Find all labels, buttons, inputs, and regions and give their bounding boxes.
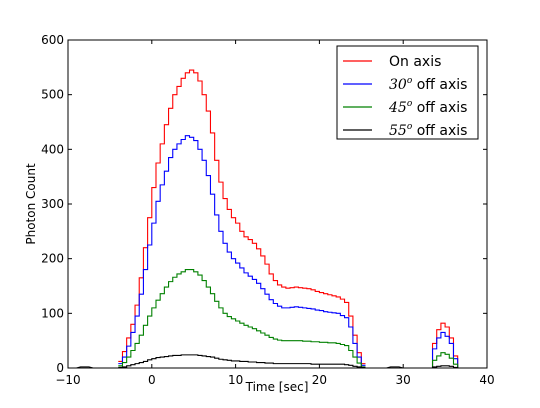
legend-label-3: 55o off axis [389, 122, 467, 139]
legend-label-2: 45o off axis [388, 99, 467, 116]
series-secondary-line-1 [428, 331, 462, 368]
series-secondary-line-0 [428, 322, 462, 368]
legend: On axis 30o off axis 45o off axis 55o off a… [336, 45, 479, 140]
legend-label-1: 30o off axis [389, 76, 467, 93]
y-tick-label: 500 [41, 88, 64, 102]
x-axis-label: Time [sec] [245, 380, 309, 394]
series-layer [76, 69, 462, 368]
y-axis-label: Photon Count [24, 163, 38, 245]
series-line-0 [118, 69, 366, 365]
x-tick-label: 30 [396, 373, 411, 387]
x-tick-label: −10 [55, 373, 80, 387]
baseline-segment-0 [76, 366, 94, 368]
y-tick-label: 400 [41, 142, 64, 156]
x-tick-label: 40 [479, 373, 494, 387]
series-line-1 [118, 135, 366, 366]
y-axis: 0 100 200 300 400 500 600 [41, 33, 487, 375]
x-tick-label: 10 [228, 373, 243, 387]
y-tick-label: 600 [41, 33, 64, 47]
series-line-2 [118, 269, 366, 368]
y-tick-label: 200 [41, 252, 64, 266]
x-tick-label: 0 [148, 373, 156, 387]
series-secondary-line-2 [428, 352, 462, 368]
x-axis: −10 0 10 20 30 40 [55, 40, 495, 387]
y-tick-label: 300 [41, 197, 64, 211]
baseline-segment-1 [386, 366, 404, 368]
x-tick-label: 20 [312, 373, 327, 387]
legend-label-0: On axis [389, 54, 441, 70]
y-tick-label: 0 [56, 361, 64, 375]
y-tick-label: 100 [41, 306, 64, 320]
series-line-3 [118, 354, 366, 368]
series-secondary-line-3 [428, 365, 462, 368]
